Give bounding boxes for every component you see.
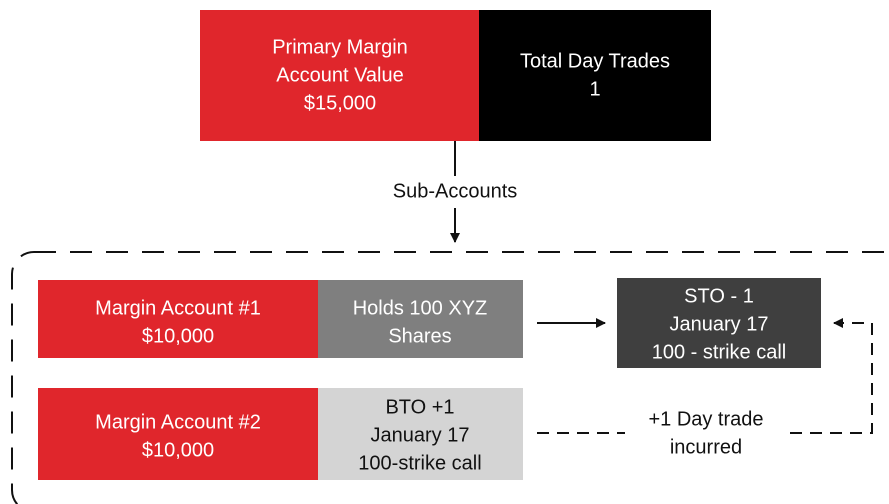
day-trades-box: [479, 10, 711, 141]
account-1-text: Margin Account #1: [95, 297, 261, 319]
primary-text: Primary Margin: [272, 36, 408, 58]
account-1-box: [38, 280, 318, 358]
holding-2-box: [318, 388, 523, 480]
sto-box: [617, 278, 821, 368]
note-text: +1 Day trade: [648, 408, 763, 430]
sto-text: January 17: [670, 313, 769, 335]
sto-text: STO - 1: [684, 285, 754, 307]
sub-account-group: [11, 251, 889, 504]
holding-2-text: BTO +1: [385, 396, 454, 418]
primary-box: [200, 10, 479, 141]
sto-text: 100 - strike call: [652, 341, 787, 363]
holding-1-box: [318, 280, 523, 358]
connector-label: Sub-Accounts: [393, 180, 518, 202]
account-2-box: [38, 388, 318, 480]
note-text: incurred: [670, 436, 742, 458]
dashed-link: [790, 318, 873, 434]
primary-text: $15,000: [304, 92, 376, 114]
holding-2-text: 100-strike call: [358, 452, 481, 474]
day-trades-text: Total Day Trades: [520, 50, 670, 72]
account-2-text: Margin Account #2: [95, 411, 261, 433]
day-trades-text: 1: [589, 78, 600, 100]
account-1-text: $10,000: [142, 325, 214, 347]
holding-1-text: Holds 100 XYZ: [353, 297, 488, 319]
account-2-text: $10,000: [142, 439, 214, 461]
primary-text: Account Value: [276, 64, 404, 86]
holding-1-text: Shares: [388, 325, 451, 347]
holding-2-text: January 17: [371, 424, 470, 446]
